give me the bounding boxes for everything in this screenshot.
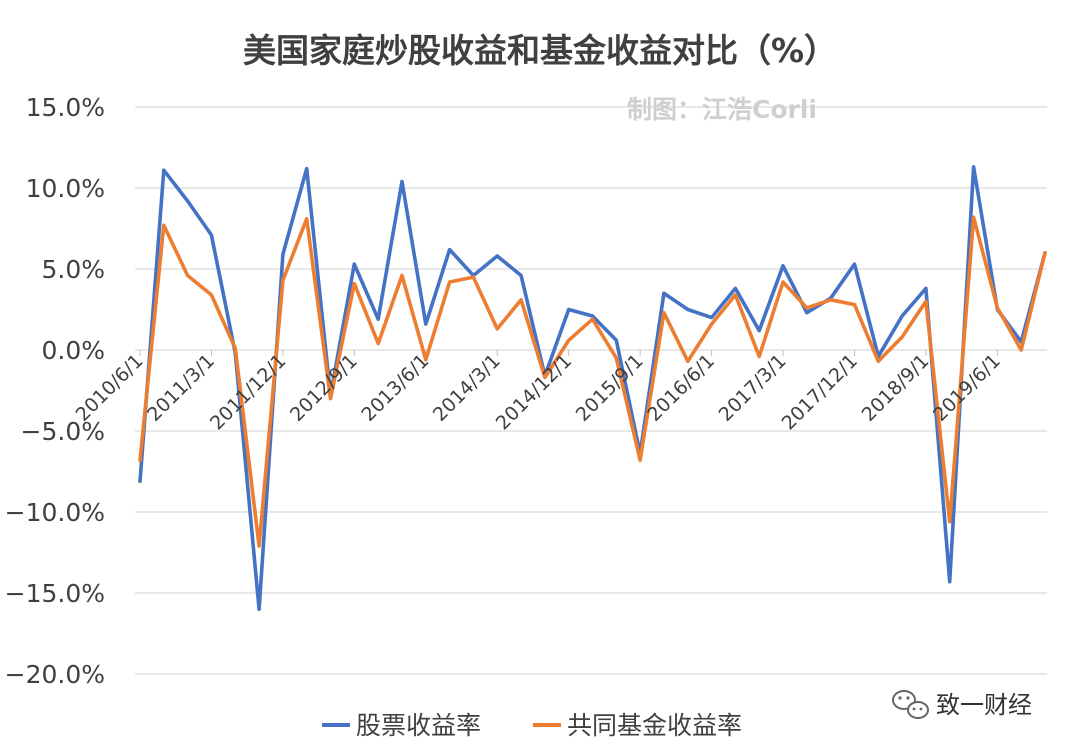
y-axis-ticks: 15.0% 10.0% 5.0% 0.0% −5.0% −10.0% −15.0% −20.0… (5, 93, 105, 689)
source-label: 致一财经 (936, 691, 1032, 719)
x-tick-label: 2011/12/1 (206, 350, 290, 434)
x-tick-label: 2014/3/1 (429, 350, 505, 426)
y-tick-label: −10.0% (5, 498, 105, 527)
x-tick-label: 2013/6/1 (357, 350, 433, 426)
x-tick-label: 2019/6/1 (929, 350, 1005, 426)
source-badge: 致一财经 (892, 690, 1032, 719)
legend: 股票收益率 共同基金收益率 (322, 711, 742, 740)
x-tick-label: 2017/3/1 (715, 350, 791, 426)
x-tick-label: 2015/9/1 (572, 350, 648, 426)
series-line-stock (138, 165, 1047, 612)
y-tick-label: 0.0% (41, 336, 105, 365)
legend-label-fund: 共同基金收益率 (567, 711, 742, 740)
x-tick-label: 2017/12/1 (778, 350, 862, 434)
legend-label-stock: 股票收益率 (356, 711, 481, 740)
x-axis-ticks: 2010/6/12011/3/12011/12/12012/9/12013/6/… (72, 350, 1005, 434)
x-tick-label: 2011/3/1 (143, 350, 219, 426)
y-tick-label: −5.0% (21, 417, 105, 446)
y-tick-label: 10.0% (26, 174, 105, 203)
series-line-fund (138, 215, 1047, 548)
y-tick-label: 15.0% (26, 93, 105, 122)
y-tick-label: 5.0% (41, 255, 105, 284)
x-tick-label: 2014/12/1 (492, 350, 576, 434)
chart-title: 美国家庭炒股收益和基金收益对比（%） (243, 31, 837, 70)
watermark: 制图：江浩Corli (627, 95, 817, 124)
y-tick-label: −15.0% (5, 579, 105, 608)
series-lines (138, 165, 1047, 612)
y-tick-label: −20.0% (5, 660, 105, 689)
wechat-icon (892, 690, 929, 719)
x-tick-label: 2018/9/1 (858, 350, 934, 426)
